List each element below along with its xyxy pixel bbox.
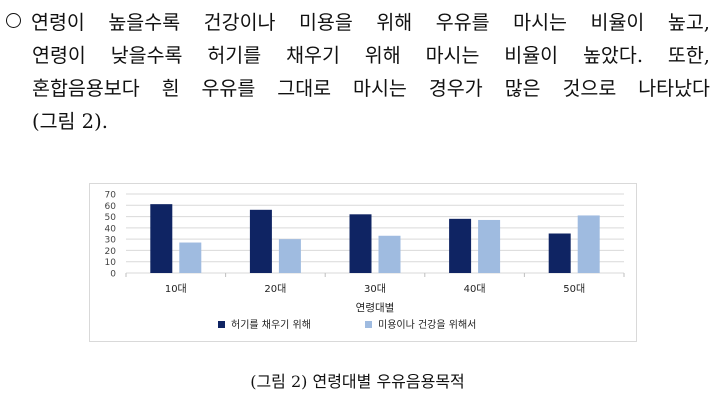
- bar-hunger: [449, 218, 472, 273]
- bar-beauty-health: [577, 215, 600, 273]
- x-tick-label: 10대: [165, 283, 187, 295]
- legend-swatch: [218, 321, 225, 328]
- x-tick-label: 50대: [563, 283, 585, 295]
- legend-swatch: [365, 321, 372, 328]
- paragraph-line-2: 연령이 낮을수록 허기를 채우기 위해 마시는 비율이 높았다. 또한,: [32, 44, 710, 67]
- y-tick-label: 0: [110, 270, 116, 280]
- y-tick-label: 30: [105, 236, 117, 246]
- bar-hunger: [548, 233, 571, 273]
- bar-beauty-health: [378, 235, 401, 273]
- bar-hunger: [249, 209, 272, 273]
- x-tick-label: 30대: [364, 283, 386, 295]
- y-tick-label: 70: [105, 191, 117, 201]
- y-tick-label: 60: [105, 202, 117, 212]
- bar-hunger: [349, 214, 372, 273]
- circle-bullet-icon: [6, 13, 21, 28]
- legend-label: 허기를 채우기 위해: [231, 318, 311, 331]
- body-paragraph: 연령이 높을수록 건강이나 미용을 위해 우유를 마시는 비율이 높고, 연령이…: [6, 6, 710, 138]
- bar-beauty-health: [179, 242, 202, 273]
- figure-caption: (그림 2) 연령대별 우유음용목적: [250, 372, 465, 391]
- y-tick-label: 10: [105, 258, 117, 268]
- x-tick-label: 40대: [464, 283, 486, 295]
- bar-hunger: [150, 204, 173, 273]
- y-tick-label: 40: [105, 224, 117, 234]
- paragraph-line-3: 혼합음용보다 흰 우유를 그대로 마시는 경우가 많은 것으로 나타났다: [32, 77, 710, 100]
- y-tick-label: 20: [105, 247, 117, 257]
- x-tick-label: 20대: [264, 283, 286, 295]
- paragraph-line-1: 연령이 높을수록 건강이나 미용을 위해 우유를 마시는 비율이 높고,: [6, 6, 710, 39]
- y-tick-label: 50: [105, 213, 117, 223]
- bar-beauty-health: [478, 219, 501, 273]
- bar-beauty-health: [278, 239, 301, 273]
- legend-label: 미용이나 건강을 위해서: [378, 318, 476, 331]
- x-axis-title: 연령대별: [356, 302, 395, 314]
- paragraph-line-4: (그림 2).: [32, 110, 108, 133]
